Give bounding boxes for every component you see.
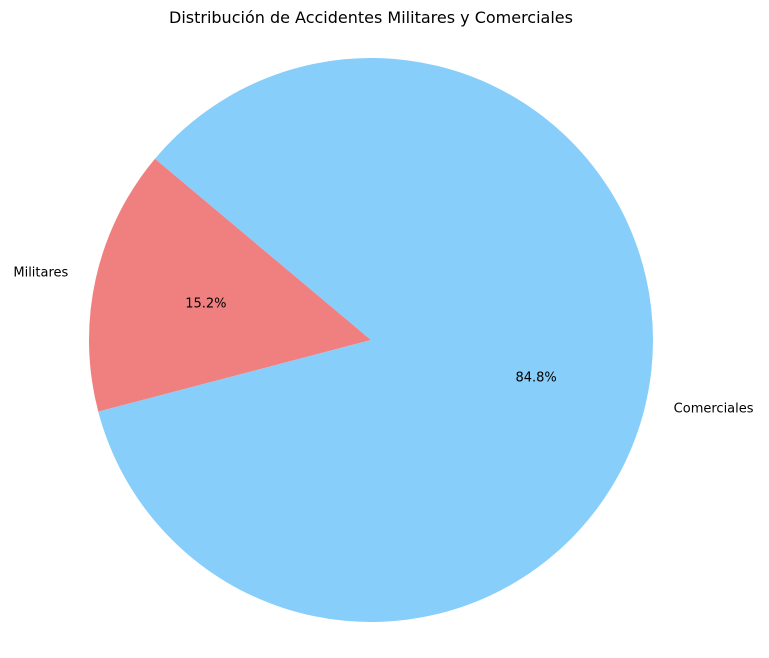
pie-labels: 15.2% Militares 84.8% Comerciales	[13, 266, 753, 417]
pie-slice-comerciales	[98, 57, 654, 622]
pie-slice-militares	[89, 158, 371, 412]
chart-title: Distribución de Accidentes Militares y C…	[169, 8, 573, 27]
pie-percent-label-militares: 15.2%	[185, 296, 226, 311]
pie-category-label-militares: Militares	[13, 266, 68, 281]
pie-slices	[89, 57, 654, 622]
pie-category-label-comerciales: Comerciales	[674, 401, 754, 416]
pie-percent-label-comerciales: 84.8%	[515, 371, 556, 386]
